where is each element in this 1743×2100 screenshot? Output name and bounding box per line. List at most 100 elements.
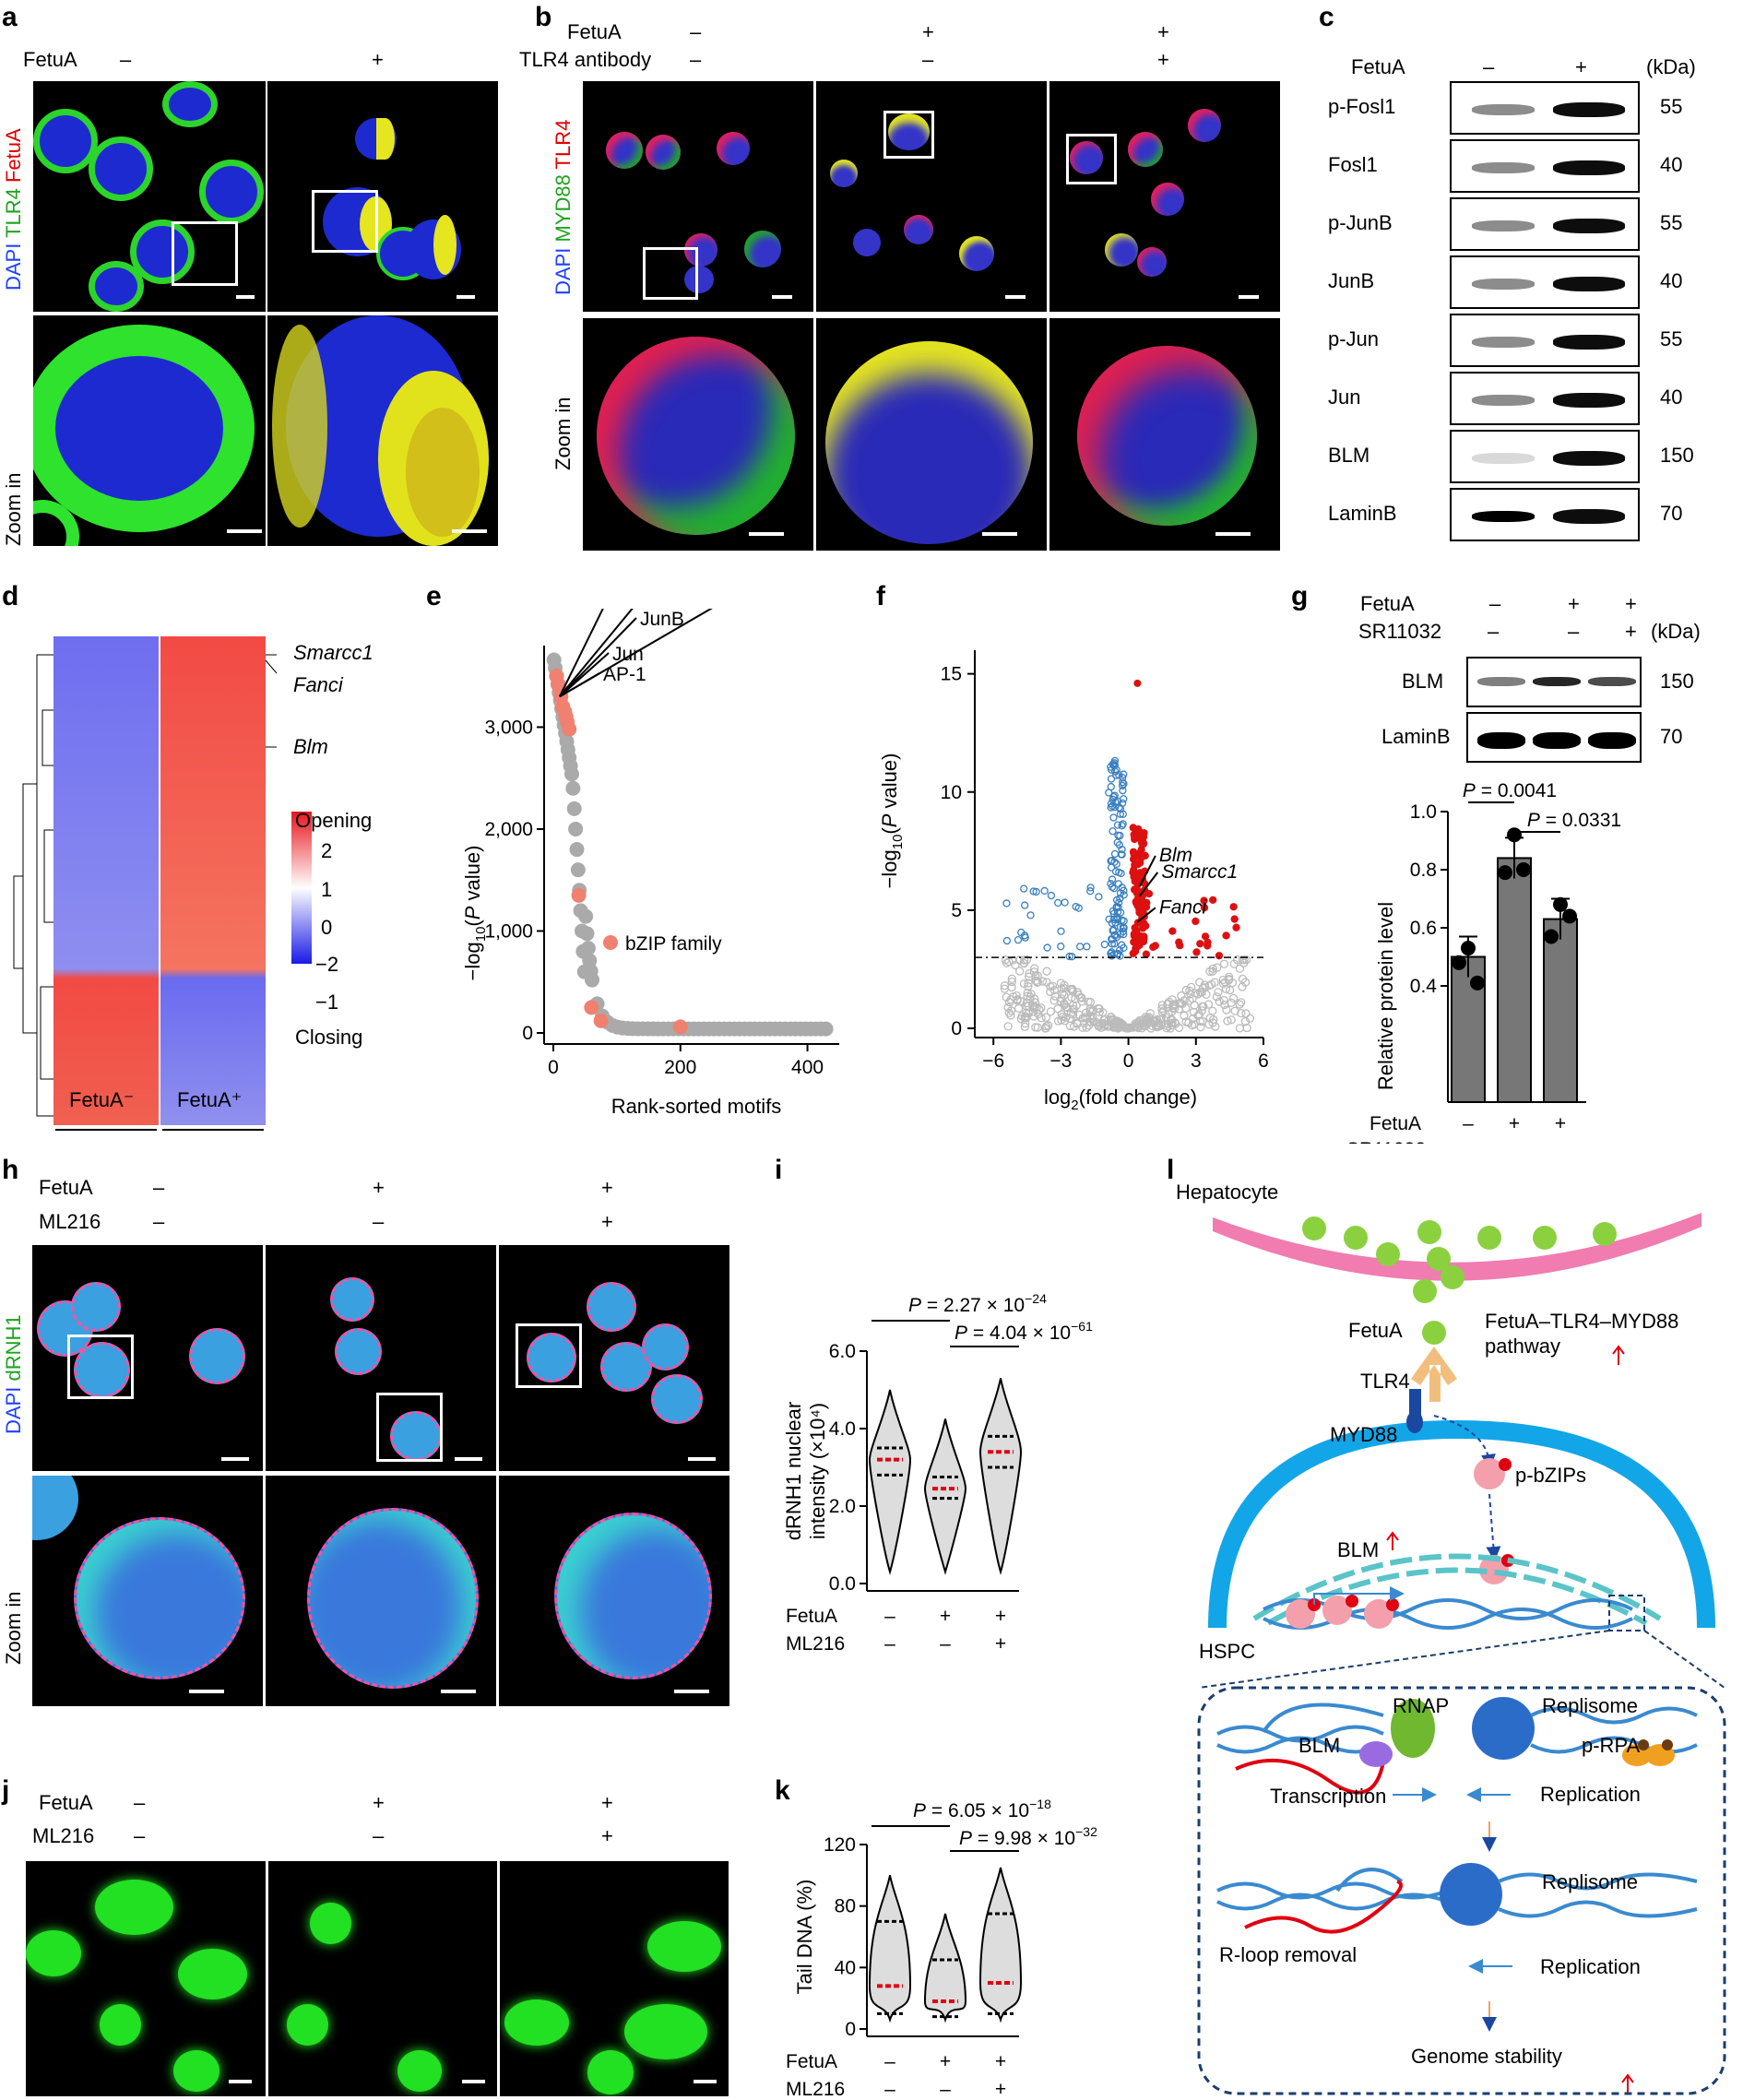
- k-pvalue-2: P = 9.98 × 10−32: [959, 1824, 1097, 1849]
- a-zoom-fetua-pos: [267, 315, 498, 546]
- f-point-ns: [1144, 1014, 1153, 1024]
- c-blot-5: [1450, 372, 1640, 425]
- f-point-up: [1141, 900, 1149, 908]
- c-blot-label-0: p-Fosl1: [1328, 95, 1396, 118]
- f-point-ns: [1037, 1003, 1046, 1013]
- f-point-down: [1111, 867, 1120, 876]
- svg-k-ytick-label: 120: [824, 1834, 856, 1856]
- l-replisome-label-2: Replisome: [1542, 1870, 1638, 1893]
- f-point-up: [1168, 927, 1177, 935]
- c-band-pos-1: [1553, 160, 1625, 175]
- c-mw-3: 40: [1660, 269, 1683, 292]
- f-point-up: [1142, 950, 1151, 958]
- f-point-ns: [1235, 1024, 1245, 1033]
- f-point-down: [1047, 891, 1056, 900]
- svg-i-fetua-val: –: [884, 1606, 895, 1627]
- b-fetua-label: FetuA: [567, 20, 622, 43]
- l-schematic: [1197, 1213, 1726, 2095]
- f-point-down: [1110, 940, 1119, 948]
- f-point-ns: [1035, 1005, 1044, 1014]
- g-data-point: [1452, 955, 1466, 970]
- f-point-ns: [1219, 995, 1228, 1005]
- l-rnap-label: RNAP: [1393, 1694, 1450, 1717]
- c-blot-label-1: Fosl1: [1328, 153, 1378, 176]
- f-point-ns: [1206, 979, 1216, 989]
- c-fetua-label: FetuA: [1351, 55, 1405, 78]
- l-stability-label: Genome stability: [1411, 2045, 1562, 2068]
- a-zoom-box-2: [312, 190, 378, 253]
- f-point-up: [1200, 904, 1209, 912]
- f-point-ns: [1204, 1000, 1214, 1009]
- f-point-up: [1134, 872, 1143, 881]
- c-fetua-minus: –: [1483, 55, 1495, 78]
- e-motif-label-5: AP-1: [603, 664, 646, 685]
- f-ytick-label: 10: [941, 782, 962, 803]
- f-point-down: [1068, 953, 1076, 961]
- f-point-down: [1112, 771, 1120, 779]
- f-point-up: [1130, 850, 1138, 859]
- e-motif-leader: [558, 609, 604, 697]
- c-blot-label-4: p-Jun: [1328, 327, 1380, 350]
- f-point-ns: [1003, 1022, 1013, 1031]
- f-point-up: [1230, 915, 1239, 923]
- f-point-ns: [1046, 1007, 1056, 1016]
- svg-i-ml-val: +: [995, 1633, 1006, 1655]
- c-blot-label-3: JunB: [1328, 269, 1375, 292]
- f-point-down: [1119, 777, 1127, 787]
- g-blot-label-0: BLM: [1402, 670, 1444, 693]
- f-point-down: [1119, 810, 1127, 818]
- c-blot-0: [1450, 81, 1640, 135]
- l-replication-label-1: Replication: [1540, 1783, 1641, 1806]
- b-zoom-label: Zoom in: [551, 397, 575, 470]
- f-point-ns: [1126, 1023, 1135, 1032]
- f-point-ns: [1011, 960, 1020, 970]
- i-ylabel-2: intensity (×10⁴): [806, 1403, 829, 1539]
- d-legend-opening: Opening: [295, 809, 373, 832]
- svg-i-ml-val: –: [940, 1633, 951, 1655]
- g-mw-0: 150: [1660, 670, 1694, 693]
- f-point-ns: [1157, 1004, 1167, 1014]
- svg-i-ytick-label: 4.0: [829, 1418, 856, 1440]
- f-point-down: [1115, 868, 1123, 877]
- svg-k-fetua-val: +: [940, 2051, 951, 2072]
- k-ylabel: Tail DNA (%): [793, 1880, 816, 1995]
- e-legend-label: bZIP family: [625, 933, 722, 955]
- svg-i-ytick-label: 0.0: [829, 1573, 856, 1595]
- e-bzip-point: [562, 721, 577, 737]
- f-gene-label-1: Smarcc1: [1161, 861, 1238, 883]
- svg-k-fetua-val: +: [995, 2051, 1006, 2072]
- panel-label-b: b: [535, 2, 552, 32]
- f-point-up: [1137, 846, 1145, 854]
- f-point-up: [1135, 941, 1144, 950]
- svg-k-violin-1: [923, 1913, 967, 2023]
- f-point-up: [1229, 903, 1238, 911]
- f-point-down: [1118, 850, 1126, 859]
- f-point-ns: [1058, 1012, 1068, 1022]
- e-motif-leader: [559, 609, 634, 697]
- f-point-ns: [1098, 1008, 1108, 1017]
- g-data-point: [1498, 865, 1512, 881]
- f-ytick-label: 15: [941, 664, 962, 685]
- g-data-point: [1562, 908, 1577, 924]
- l-blm-protein: [1359, 1741, 1393, 1767]
- f-point-ns: [1238, 974, 1248, 984]
- a-zoom-label: Zoom in: [2, 472, 25, 546]
- f-point-down: [1043, 943, 1051, 952]
- l-zoom-box: [1197, 1686, 1726, 2095]
- e-motif-point: [566, 801, 582, 816]
- f-point-down: [1119, 820, 1127, 828]
- f-point-ns: [1014, 955, 1025, 965]
- f-point-ns: [1053, 1016, 1063, 1026]
- c-band-neg-5: [1472, 395, 1535, 406]
- f-point-up: [1129, 868, 1137, 877]
- d-legend-tick-m2: −2: [315, 953, 339, 976]
- a-stain-label: DAPI TLR4 FetuA: [2, 128, 25, 291]
- g-blot-1: [1466, 712, 1642, 763]
- j-fetua-v1: –: [134, 1791, 146, 1814]
- g-bar-2: [1543, 918, 1578, 1103]
- g-blot-0: [1466, 657, 1642, 707]
- f-point-down: [1061, 898, 1069, 907]
- f-point-ns: [1025, 968, 1034, 979]
- e-bzip-point: [571, 887, 587, 903]
- l-replication-label-2: Replication: [1540, 1955, 1641, 1978]
